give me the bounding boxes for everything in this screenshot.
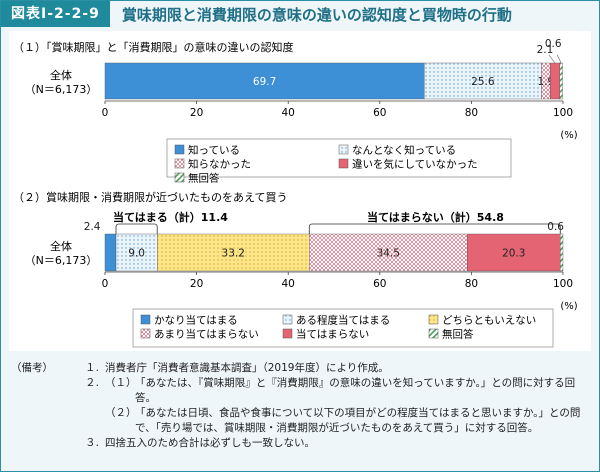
note-text: 消費者庁「消費者意識基本調査」（2019年度）により作成。	[105, 362, 389, 374]
chart2-legend-swatch-5	[428, 328, 439, 339]
chart1-legend-label-1: なんとなく知っている	[352, 144, 456, 157]
note-text: 「あなたは、『賞味期限』と『消費期限』の意味の違いを知っていますか。」との問に対…	[135, 377, 576, 404]
chart2-legend-label-3: あまり当てはまらない	[154, 328, 259, 341]
chart1-title: （１）「賞味期限」と「消費期限」の意味の違いの認知度	[13, 40, 294, 54]
chart1-x-tick-label-3: 60	[373, 107, 386, 119]
chart2-bar-5	[560, 233, 564, 272]
chart2-x-tick-label-4: 80	[465, 278, 478, 290]
charts-svg: （１）「賞味期限」と「消費期限」の意味の違いの認知度 全体 （N＝6,173） …	[13, 38, 578, 348]
chart1-leader-4	[556, 54, 562, 64]
chart2-bracket-apply	[115, 223, 158, 234]
chart2-legend-swatch-2	[428, 314, 439, 325]
chart1-x-tick-label-1: 20	[190, 107, 203, 119]
chart2-x-tick-label-0: 0	[102, 278, 109, 290]
notes-label: （備考）	[11, 362, 53, 374]
chart2-data-label-0: 2.4	[84, 221, 101, 233]
chart2-annotation-not-apply: 当てはまらない（計）54.8	[367, 210, 504, 224]
chart1-legend-swatch-0	[174, 144, 185, 155]
chart1-category-line1: 全体	[50, 68, 72, 82]
note-row-2: ２. （１） 「あなたは、『賞味期限』と『消費期限』の意味の違いを知っていますか…	[11, 376, 591, 406]
chart2-brackets	[115, 223, 561, 234]
note-row-4: ３. 四捨五入のため合計は必ずしも一致しない。	[11, 436, 591, 451]
note-row-3: （２） 「あなたは日頃、食品や食事について以下の項目がどの程度当てはまると思いま…	[11, 406, 591, 436]
chart1-x-tick-label-4: 80	[465, 107, 478, 119]
chart2-bar-4	[467, 233, 561, 272]
chart1-x-tick-label-5: 100	[553, 107, 573, 119]
chart2-legend-swatch-4	[282, 328, 293, 339]
chart2-x-tick-label-2: 40	[282, 278, 295, 290]
chart1-data-label-3: 2.1	[537, 44, 554, 56]
chart2-legend-swatch-0	[140, 314, 151, 325]
chart1-legend-label-0: 知っている	[188, 144, 240, 157]
chart2-category-line1: 全体	[50, 239, 72, 253]
chart2-data-label-1: 9.0	[128, 248, 145, 260]
chart1-category-line2: （N＝6,173）	[25, 83, 98, 96]
note-sub: （１）	[105, 377, 137, 389]
note-number	[59, 406, 105, 436]
chart1-legend-swatch-4	[174, 172, 185, 183]
chart2-annotation-apply: 当てはまる（計）11.4	[113, 210, 228, 224]
note-row-1: （備考） １. 消費者庁「消費者意識基本調査」（2019年度）により作成。	[11, 361, 591, 376]
chart2-legend-label-0: かなり当てはまる	[154, 314, 238, 327]
note-number: ２.	[85, 377, 99, 389]
chart2-bar-3	[309, 233, 468, 272]
chart2-legend-label-5: 無回答	[442, 328, 474, 341]
notes-block: （備考） １. 消費者庁「消費者意識基本調査」（2019年度）により作成。 ２.…	[11, 361, 591, 451]
chart1-legend-label-4: 無回答	[188, 172, 220, 185]
chart2-title: （２）賞味期限・消費期限が近づいたものをあえて買う	[13, 190, 287, 204]
note-number: １.	[85, 362, 99, 374]
chart2-bars: 2.4 9.0 33.2 34.5 20.3 0.6	[84, 221, 564, 272]
chart2-legend-label-4: 当てはまらない	[296, 328, 369, 341]
chart1-bar-4	[559, 62, 563, 100]
chart2-bar-0	[104, 233, 117, 272]
chart2-legend-swatch-3	[140, 328, 151, 339]
chart2-data-label-2: 33.2	[222, 248, 245, 260]
chart1-legend-swatch-3	[338, 158, 349, 169]
note-sub: （２）	[105, 407, 137, 419]
chart1-x-unit: (%)	[560, 130, 577, 141]
figure-label: 図表Ⅰ-2-2-9	[1, 1, 110, 27]
chart2-category-line2: （N＝6,173）	[25, 254, 98, 267]
chart1-x-tick-label-2: 40	[282, 107, 295, 119]
chart2-axis: 0 20 40 60 80 100	[102, 271, 573, 290]
chart1-bars: 69.7 25.6 1.92.10.6	[104, 38, 563, 100]
chart2-legend-swatch-1	[282, 314, 293, 325]
chart2-x-tick-label-3: 60	[373, 278, 386, 290]
chart2-bar-2	[157, 233, 310, 272]
chart1-legend-swatch-1	[338, 144, 349, 155]
chart2-x-tick-label-1: 20	[190, 278, 203, 290]
chart2-legend-box	[132, 308, 554, 348]
chart2-bracket-not-apply	[308, 223, 561, 234]
chart1-legend-swatch-2	[174, 158, 185, 169]
figure-header: 図表Ⅰ-2-2-9 賞味期限と消費期限の意味の違いの認知度と買物時の行動	[1, 1, 599, 27]
note-text: 「あなたは日頃、食品や食事について以下の項目がどの程度当てはまると思いますか。」…	[135, 407, 581, 434]
chart2-data-label-3: 34.5	[377, 248, 400, 260]
chart1-data-label-4: 0.6	[545, 38, 562, 50]
chart1-axis: 0 20 40 60 80 100	[102, 100, 573, 119]
chart2-x-unit: (%)	[560, 301, 577, 312]
chart2-legend-label-1: ある程度当てはまる	[296, 314, 390, 327]
chart1-legend-label-3: 違いを気にしていなかった	[352, 158, 478, 171]
chart1-bar-3	[549, 62, 560, 100]
note-text: 四捨五入のため合計は必ずしも一致しない。	[105, 437, 315, 449]
chart1-data-label-1: 25.6	[471, 76, 495, 88]
chart2-data-label-5: 0.6	[547, 221, 564, 233]
chart1-x-tick-label-0: 0	[102, 107, 109, 119]
chart1-bar-0	[104, 62, 425, 100]
figure-title: 賞味期限と消費期限の意味の違いの認知度と買物時の行動	[121, 5, 512, 24]
chart2-data-label-4: 20.3	[502, 248, 525, 260]
chart2-x-tick-label-5: 100	[553, 278, 573, 290]
note-number: ３.	[85, 437, 99, 449]
chart2-legend-label-2: どちらともいえない	[442, 315, 536, 327]
chart1-legend-label-2: 知らなかった	[188, 158, 251, 171]
chart1-bar-1	[424, 62, 542, 100]
chart1-leader-3	[548, 54, 556, 64]
chart1-data-label-0: 69.7	[253, 76, 276, 88]
chart-panel: （１）「賞味期限」と「消費期限」の意味の違いの認知度 全体 （N＝6,173） …	[9, 31, 591, 351]
